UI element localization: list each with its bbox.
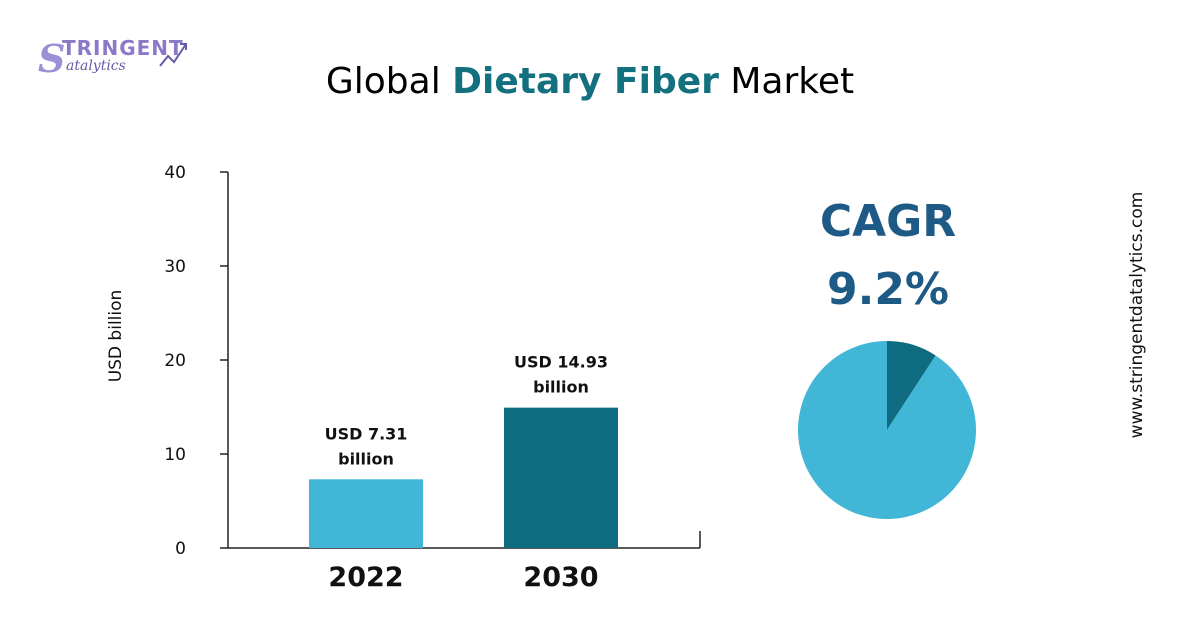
- website-url: www.stringentdatalytics.com: [1124, 184, 1150, 446]
- y-tick-label: 30: [164, 257, 186, 277]
- logo-sub-text: atalytics: [66, 58, 126, 74]
- y-tick-label: 20: [164, 351, 186, 371]
- pie-slice-1: [798, 341, 976, 519]
- y-tick-label: 0: [175, 539, 186, 559]
- website-text: www.stringentdatalytics.com: [1127, 191, 1147, 439]
- pie-slice-0: [887, 341, 936, 430]
- cagr-value: 9.2%: [826, 264, 950, 315]
- logo-main-text: TRINGENT: [62, 36, 184, 60]
- logo-initial: S: [38, 36, 66, 81]
- pie-chart: [798, 341, 976, 519]
- logo-signal-icon: [159, 43, 187, 67]
- bar-value-label: USD 7.31: [325, 424, 408, 443]
- cagr-label: CAGR: [819, 196, 957, 247]
- bar-2022: [309, 479, 423, 548]
- bars: USD 7.31 billion 2022 USD 14.93 billion 2030: [309, 353, 618, 593]
- x-tick-label: 2022: [328, 562, 403, 593]
- page-title: Global Dietary Fiber Market: [0, 58, 1180, 106]
- title-highlight: Dietary Fiber: [452, 61, 719, 102]
- title-prefix: Global: [325, 61, 453, 102]
- bar-unit-label: billion: [338, 449, 394, 468]
- y-tick-label: 40: [164, 163, 186, 183]
- x-tick-label: 2030: [523, 562, 598, 593]
- y-tick-label: 10: [164, 445, 186, 465]
- bar-value-label: USD 14.93: [514, 353, 608, 372]
- bar-unit-label: billion: [533, 378, 589, 397]
- title-suffix: Market: [718, 61, 855, 102]
- y-axis-ticks: 0 10 20 30 40: [164, 163, 228, 559]
- y-axis-label: USD billion: [106, 290, 126, 383]
- company-logo: S TRINGENT atalytics: [38, 36, 200, 84]
- bar-2030: [504, 407, 618, 548]
